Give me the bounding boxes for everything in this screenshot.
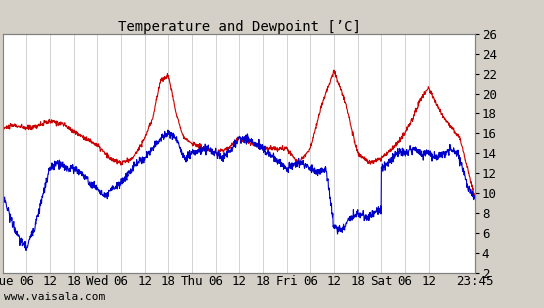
Text: Temperature and Dewpoint [’C]: Temperature and Dewpoint [’C] xyxy=(118,20,361,34)
Text: www.vaisala.com: www.vaisala.com xyxy=(4,293,106,302)
